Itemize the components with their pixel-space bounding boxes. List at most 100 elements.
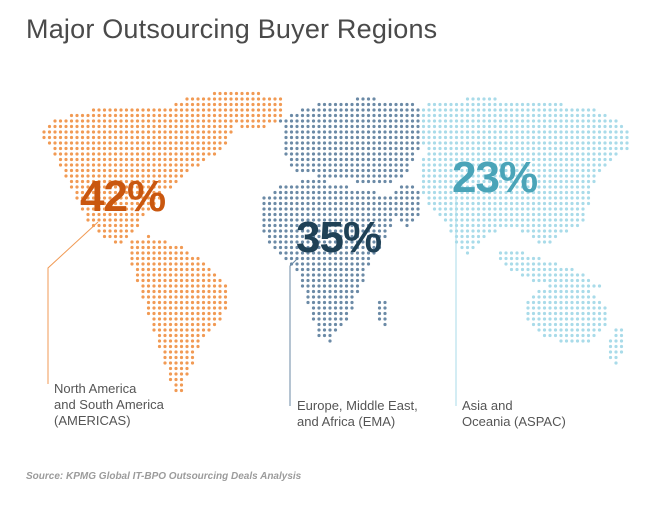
aspac-dot — [460, 196, 464, 200]
ema-dot — [355, 97, 360, 101]
americas-dot — [135, 130, 140, 134]
ema-dot — [311, 311, 316, 316]
ema-dot — [306, 295, 310, 299]
ema-dot — [361, 223, 365, 228]
ema-dot — [361, 251, 365, 255]
aspac-dot — [487, 113, 492, 118]
americas-dot — [113, 185, 118, 189]
ema-dot — [383, 141, 387, 145]
aspac-dot — [597, 328, 602, 332]
ema-dot — [372, 229, 376, 233]
ema-dot — [372, 146, 376, 151]
aspac-dot — [570, 207, 574, 211]
ema-dot — [366, 157, 371, 162]
aspac-dot — [570, 196, 574, 200]
aspac-dot — [515, 267, 519, 272]
americas-dot — [267, 108, 272, 112]
americas-dot — [218, 284, 222, 288]
americas-dot — [86, 179, 90, 184]
aspac-dot — [471, 174, 475, 178]
americas-dot — [97, 157, 101, 162]
americas-dot — [146, 240, 151, 244]
aspac-dot — [498, 190, 503, 195]
aspac-dot — [575, 179, 580, 184]
americas-dot — [141, 179, 145, 184]
ema-dot — [339, 108, 343, 112]
ema-dot — [317, 262, 321, 266]
aspac-dot — [471, 218, 475, 222]
ema-dot — [317, 168, 321, 173]
aspac-dot — [526, 267, 530, 272]
aspac-dot — [438, 163, 442, 167]
americas-dot — [64, 130, 68, 134]
aspac-dot — [493, 207, 497, 211]
americas-dot — [168, 317, 173, 321]
aspac-dot — [465, 119, 470, 123]
aspac-dot — [526, 300, 530, 305]
americas-dot — [196, 311, 200, 316]
aspac-dot — [564, 300, 569, 305]
ema-dot — [289, 223, 294, 228]
americas-dot — [168, 339, 173, 343]
ema-dot — [350, 245, 354, 250]
ema-dot — [361, 174, 365, 178]
aspac-dot — [559, 201, 563, 206]
ema-dot — [388, 108, 393, 112]
aspac-dot — [564, 130, 569, 134]
americas-dot — [251, 124, 255, 129]
aspac-dot — [427, 152, 431, 156]
aspac-dot — [548, 102, 552, 107]
aspac-dot — [493, 141, 497, 145]
aspac-dot — [465, 245, 470, 250]
aspac-dot — [476, 141, 481, 145]
aspac-dot — [515, 146, 519, 151]
aspac-dot — [465, 207, 470, 211]
ema-dot — [322, 135, 327, 140]
ema-dot — [311, 119, 316, 123]
ema-dot — [372, 179, 376, 184]
americas-dot — [168, 256, 173, 261]
americas-dot — [185, 152, 189, 156]
americas-dot — [174, 113, 178, 118]
aspac-dot — [570, 317, 574, 321]
aspac-dot — [581, 163, 585, 167]
aspac-dot — [460, 207, 464, 211]
americas-dot — [64, 135, 68, 140]
americas-dot — [163, 284, 167, 288]
americas-dot — [152, 278, 156, 283]
ema-dot — [339, 262, 343, 266]
ema-dot — [339, 102, 343, 107]
americas-dot — [196, 135, 200, 140]
ema-dot — [328, 190, 332, 195]
americas-dot — [80, 157, 85, 162]
aspac-dot — [542, 157, 547, 162]
aspac-dot — [542, 229, 547, 233]
ema-dot — [372, 174, 376, 178]
americas-dot — [141, 141, 145, 145]
ema-dot — [383, 223, 387, 228]
americas-dot — [152, 251, 156, 255]
americas-dot — [135, 163, 140, 167]
ema-dot — [372, 130, 376, 134]
aspac-dot — [504, 135, 508, 140]
americas-dot — [185, 262, 189, 266]
americas-dot — [119, 196, 123, 200]
americas-dot — [108, 108, 112, 112]
americas-dot — [256, 108, 261, 112]
ema-dot — [295, 229, 299, 233]
americas-dot — [113, 152, 118, 156]
aspac-dot — [482, 196, 486, 200]
aspac-dot — [537, 102, 541, 107]
americas-dot — [157, 135, 162, 140]
ema-dot — [289, 196, 294, 200]
americas-dot — [240, 91, 244, 96]
aspac-dot — [570, 284, 574, 288]
americas-dot — [86, 141, 90, 145]
aspac-dot — [520, 130, 525, 134]
americas-dot — [135, 278, 140, 283]
aspac-dot — [570, 289, 574, 294]
americas-dot — [179, 289, 184, 294]
americas-dot — [102, 196, 107, 200]
ema-dot — [339, 234, 343, 239]
ema-dot — [361, 130, 365, 134]
